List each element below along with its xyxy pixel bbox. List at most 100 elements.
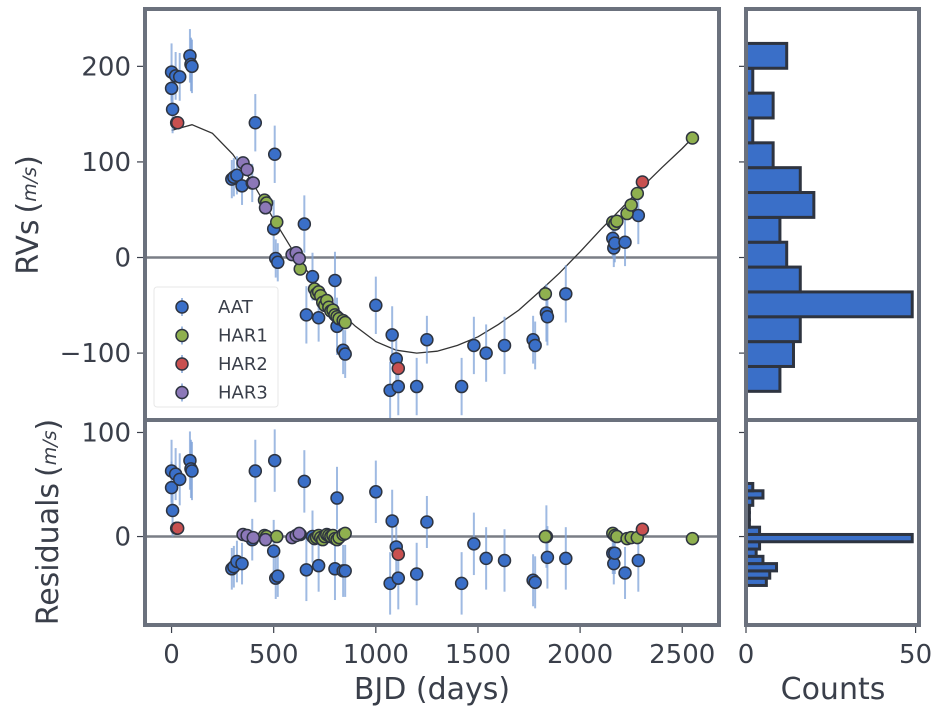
svg-text:Residuals(m/s): Residuals(m/s) bbox=[31, 419, 66, 626]
har2-residual-point bbox=[391, 547, 406, 561]
har3-residual-point bbox=[246, 530, 261, 545]
aat-residual-point bbox=[172, 472, 187, 487]
rv-y-tick-label: −100 bbox=[60, 339, 131, 369]
residuals-panel-frame bbox=[143, 418, 721, 627]
aat-rv-point bbox=[248, 115, 263, 130]
aat-residual-point bbox=[330, 491, 344, 505]
aat-rv-point bbox=[164, 81, 179, 96]
aat-residual-point bbox=[164, 480, 179, 495]
legend-har1-marker bbox=[175, 328, 189, 343]
har2-rv-point bbox=[635, 175, 650, 189]
har1-residual-point bbox=[685, 531, 700, 546]
histogram-x-tick-label: 50 bbox=[899, 640, 932, 670]
rv-y-axis-label: RVs(m/s) bbox=[11, 155, 46, 275]
aat-rv-point bbox=[385, 328, 399, 342]
aat-rv-point bbox=[454, 379, 469, 394]
har3-residual-point bbox=[258, 532, 273, 547]
aat-residual-point bbox=[540, 550, 555, 565]
aat-rv-point bbox=[297, 217, 312, 231]
aat-rv-point bbox=[185, 59, 199, 74]
har1-rv-point bbox=[624, 198, 638, 212]
rv-histogram-bar bbox=[744, 265, 802, 294]
residuals-y-axis-label: Residuals(m/s) bbox=[31, 419, 66, 626]
aat-residual-point bbox=[266, 544, 281, 558]
x-tick-label: 1500 bbox=[445, 640, 511, 670]
har1-residual-point bbox=[270, 529, 284, 544]
residuals-histogram-bar bbox=[744, 532, 914, 544]
residuals-histogram-frame bbox=[744, 418, 921, 627]
har1-rv-point bbox=[610, 214, 624, 228]
legend-aat-marker bbox=[175, 300, 189, 314]
aat-residual-point bbox=[235, 556, 249, 571]
svg-text:RVs(m/s): RVs(m/s) bbox=[11, 155, 46, 275]
aat-residual-point bbox=[267, 453, 282, 468]
aat-rv-point bbox=[230, 168, 244, 183]
aat-residual-point bbox=[479, 551, 493, 566]
har3-rv-point bbox=[246, 176, 261, 190]
residuals-histogram-panel: 0 50 bbox=[738, 418, 932, 670]
aat-residual-point bbox=[559, 551, 573, 566]
aat-rv-point bbox=[311, 310, 326, 325]
rv-histogram-bar bbox=[744, 290, 914, 319]
residuals-y-axis-label-text: Residuals bbox=[31, 483, 66, 625]
aat-rv-point bbox=[271, 255, 285, 270]
aat-residual-point bbox=[608, 546, 622, 560]
aat-rv-point bbox=[528, 338, 542, 353]
aat-rv-point bbox=[328, 273, 342, 288]
rv-histogram-bar bbox=[744, 315, 802, 344]
aat-residual-point bbox=[165, 503, 180, 518]
har2-residual-point bbox=[170, 521, 185, 535]
x-tick-label: 0 bbox=[163, 640, 180, 670]
aat-rv-point bbox=[267, 147, 282, 162]
aat-rv-point bbox=[165, 102, 180, 117]
legend-box bbox=[153, 286, 279, 408]
aat-residual-point bbox=[311, 558, 326, 573]
aat-residual-point bbox=[297, 474, 312, 489]
rv-y-tick-label: 0 bbox=[114, 244, 131, 274]
har2-residual-point bbox=[635, 522, 650, 537]
aat-rv-point bbox=[305, 269, 320, 284]
legend-aat-label: AAT bbox=[218, 297, 254, 318]
residuals-y-unit: m/s bbox=[39, 430, 61, 465]
aat-residual-point bbox=[385, 514, 399, 528]
aat-rv-point bbox=[391, 379, 406, 394]
aat-residual-point bbox=[618, 566, 632, 580]
residuals-y-tick-label: 0 bbox=[114, 523, 131, 553]
aat-rv-point bbox=[299, 308, 314, 322]
rv-histogram-bar bbox=[744, 191, 816, 219]
har1-rv-point bbox=[538, 287, 553, 301]
x-axis-label: BJD (days) bbox=[354, 672, 510, 707]
histogram-x-axis-label: Counts bbox=[781, 672, 886, 707]
aat-rv-point bbox=[618, 235, 632, 249]
har3-residual-point bbox=[292, 526, 306, 541]
histogram-x-tick-label: 0 bbox=[738, 640, 755, 670]
har2-rv-point bbox=[170, 115, 185, 130]
aat-rv-point bbox=[369, 298, 383, 313]
x-tick-label: 500 bbox=[249, 640, 299, 670]
aat-residual-point bbox=[299, 563, 314, 577]
har3-rv-point bbox=[292, 251, 306, 266]
rv-histogram-bar bbox=[744, 240, 789, 269]
aat-residual-point bbox=[467, 537, 481, 551]
x-tick-label: 1000 bbox=[343, 640, 409, 670]
aat-rv-point bbox=[540, 310, 555, 324]
har1-rv-point bbox=[338, 315, 352, 330]
aat-rv-point bbox=[409, 379, 424, 394]
aat-residual-point bbox=[271, 569, 285, 583]
rv-histogram-bar bbox=[744, 141, 775, 170]
aat-rv-point bbox=[497, 338, 512, 353]
rv-histogram-bar bbox=[744, 340, 795, 368]
aat-rv-point bbox=[631, 208, 646, 223]
aat-rv-point bbox=[420, 332, 434, 347]
har1-residual-point bbox=[338, 526, 352, 541]
aat-residual-point bbox=[338, 564, 352, 578]
aat-rv-point bbox=[467, 338, 481, 353]
x-tick-label: 2500 bbox=[649, 640, 715, 670]
aat-residual-point bbox=[369, 485, 383, 499]
aat-rv-point bbox=[479, 346, 493, 360]
legend: AAT HAR1 HAR2 HAR3 bbox=[153, 286, 279, 408]
legend-har2-label: HAR2 bbox=[218, 354, 268, 375]
aat-residual-point bbox=[409, 567, 424, 581]
legend-har2-marker bbox=[175, 357, 189, 371]
